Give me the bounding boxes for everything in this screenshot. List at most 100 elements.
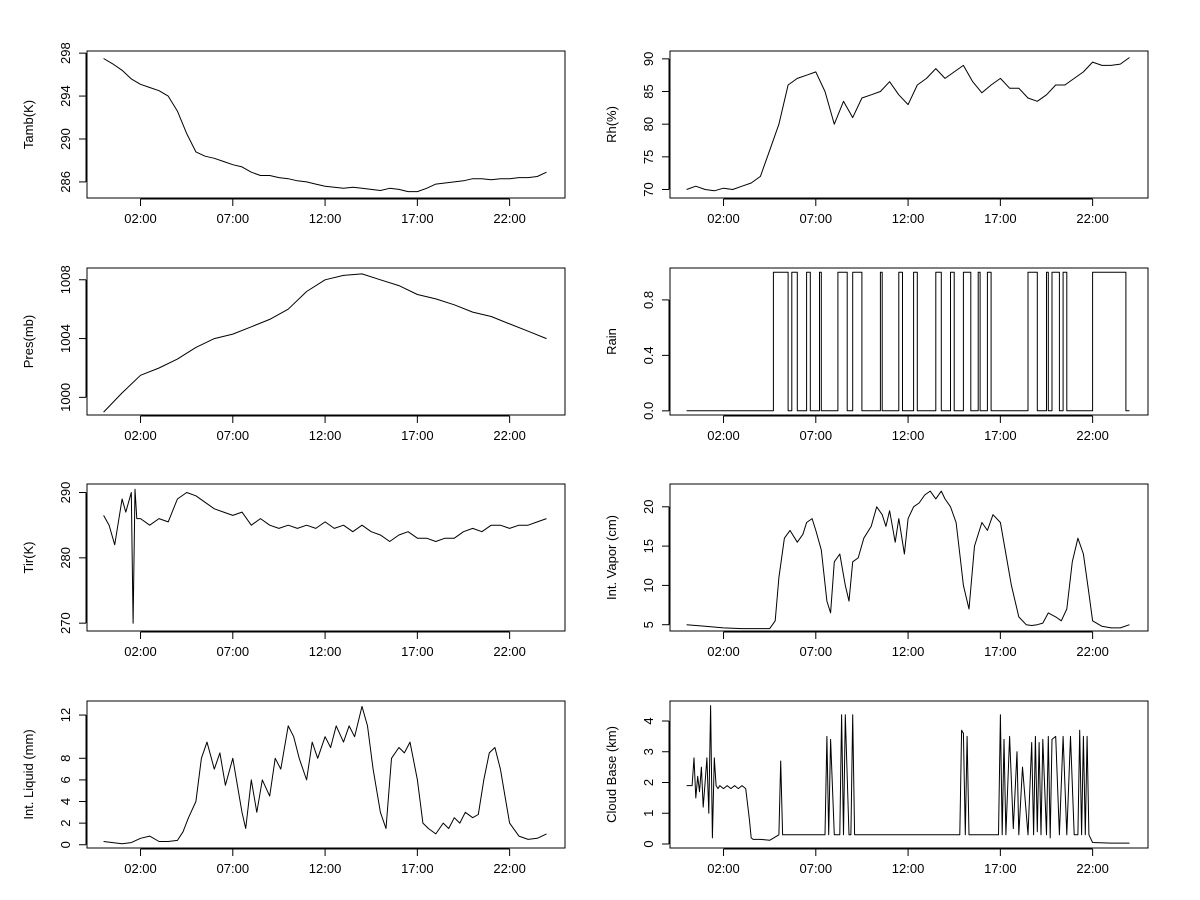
x-tick-label: 12:00 xyxy=(892,211,925,226)
panel-tir-k: 02:00 07:00 12:00 17:00 22:00 270 280 290 Tir(K) xyxy=(21,482,566,659)
y-tick-label: 12 xyxy=(58,708,73,722)
y-axis-label: Int. Vapor (cm) xyxy=(604,515,619,600)
x-tick-label: 22:00 xyxy=(493,861,526,876)
y-tick-label: 0.0 xyxy=(641,402,656,420)
series-line-pres-mb xyxy=(103,273,547,413)
x-tick-label: 17:00 xyxy=(984,428,1017,443)
y-tick-label: 1000 xyxy=(58,383,73,412)
y-tick-label: 0.4 xyxy=(641,346,656,364)
y-tick-label: 280 xyxy=(58,547,73,569)
y-axis-label: Rain xyxy=(604,328,619,355)
x-tick-label: 02:00 xyxy=(707,644,740,659)
x-tick-label: 07:00 xyxy=(217,644,250,659)
plot-frame xyxy=(86,700,566,849)
x-tick-label: 17:00 xyxy=(984,861,1017,876)
y-tick-label: 4 xyxy=(641,717,656,724)
plot-frame xyxy=(669,700,1149,849)
x-tick-label: 22:00 xyxy=(493,644,526,659)
y-tick-label: 298 xyxy=(58,42,73,64)
x-tick-label: 07:00 xyxy=(217,861,250,876)
y-tick-label: 6 xyxy=(58,776,73,783)
y-tick-label: 1 xyxy=(641,810,656,817)
x-tick-label: 17:00 xyxy=(984,644,1017,659)
y-tick-label: 20 xyxy=(641,500,656,514)
x-tick-label: 02:00 xyxy=(124,644,157,659)
x-tick-label: 12:00 xyxy=(892,644,925,659)
panel-int-vapor-cm: 02:00 07:00 12:00 17:00 22:00 5 10 15 20 Int. Vap… xyxy=(604,483,1149,659)
x-tick-label: 07:00 xyxy=(217,211,250,226)
series-line-int-vapor-cm xyxy=(686,490,1130,630)
y-tick-label: 90 xyxy=(641,52,656,66)
x-tick-label: 02:00 xyxy=(124,428,157,443)
x-tick-label: 02:00 xyxy=(124,211,157,226)
x-tick-label: 17:00 xyxy=(401,428,434,443)
x-tick-label: 22:00 xyxy=(1076,644,1109,659)
x-tick-label: 07:00 xyxy=(800,644,833,659)
y-tick-label: 290 xyxy=(58,128,73,150)
y-axis-label: Tir(K) xyxy=(21,541,36,573)
x-tick-label: 12:00 xyxy=(309,644,342,659)
x-tick-label: 17:00 xyxy=(401,211,434,226)
x-tick-label: 12:00 xyxy=(309,428,342,443)
y-tick-label: 1008 xyxy=(58,265,73,294)
y-axis-label: Rh(%) xyxy=(604,106,619,143)
y-tick-label: 0.8 xyxy=(641,291,656,309)
plot-frame xyxy=(86,50,566,199)
x-tick-label: 07:00 xyxy=(800,211,833,226)
series-line-tamb-k xyxy=(103,58,547,193)
x-tick-label: 22:00 xyxy=(1076,861,1109,876)
y-tick-label: 75 xyxy=(641,150,656,164)
x-tick-label: 12:00 xyxy=(892,428,925,443)
y-tick-label: 270 xyxy=(58,612,73,634)
y-tick-label: 3 xyxy=(641,748,656,755)
x-tick-label: 17:00 xyxy=(401,861,434,876)
x-tick-label: 22:00 xyxy=(493,428,526,443)
x-tick-label: 22:00 xyxy=(1076,428,1109,443)
series-line-int-liquid-mm xyxy=(103,705,547,845)
plot-frame xyxy=(86,267,566,416)
x-tick-label: 07:00 xyxy=(800,861,833,876)
panel-pres-mb: 02:00 07:00 12:00 17:00 22:00 1000 1004 1008 Pre… xyxy=(21,265,566,443)
y-tick-label: 4 xyxy=(58,798,73,805)
panel-int-liquid-mm: 02:00 07:00 12:00 17:00 22:00 0 2 4 6 8 12 Int. Liq… xyxy=(21,700,566,876)
y-tick-label: 0 xyxy=(641,840,656,847)
y-tick-label: 10 xyxy=(641,578,656,592)
y-tick-label: 15 xyxy=(641,539,656,553)
x-tick-label: 07:00 xyxy=(800,428,833,443)
x-tick-label: 12:00 xyxy=(309,861,342,876)
y-tick-label: 80 xyxy=(641,117,656,131)
y-axis-label: Tamb(K) xyxy=(21,100,36,149)
y-tick-label: 8 xyxy=(58,755,73,762)
plot-frame xyxy=(669,483,1149,632)
x-tick-label: 12:00 xyxy=(309,211,342,226)
x-tick-label: 22:00 xyxy=(1076,211,1109,226)
panel-cloud-base-km: 02:00 07:00 12:00 17:00 22:00 0 1 2 3 4 Cloud Base… xyxy=(604,700,1149,876)
x-tick-label: 02:00 xyxy=(124,861,157,876)
y-tick-label: 290 xyxy=(58,482,73,504)
y-tick-label: 0 xyxy=(58,841,73,848)
x-tick-label: 12:00 xyxy=(892,861,925,876)
panel-rain: 02:00 07:00 12:00 17:00 22:00 0.0 0.4 0.8 Rain xyxy=(604,267,1149,443)
x-tick-label: 22:00 xyxy=(493,211,526,226)
series-line-rh xyxy=(686,57,1130,192)
x-tick-label: 17:00 xyxy=(401,644,434,659)
x-tick-label: 02:00 xyxy=(707,861,740,876)
x-tick-label: 02:00 xyxy=(707,428,740,443)
y-tick-label: 5 xyxy=(641,621,656,628)
y-tick-label: 70 xyxy=(641,182,656,196)
y-axis-label: Pres(mb) xyxy=(21,315,36,368)
plot-frame xyxy=(86,483,566,632)
x-tick-label: 07:00 xyxy=(217,428,250,443)
y-tick-label: 294 xyxy=(58,85,73,107)
panel-tamb-k: 02:00 07:00 12:00 17:00 22:00 286 290 294 298 Tam… xyxy=(21,42,566,226)
series-line-tir-k xyxy=(103,488,547,624)
x-tick-label: 02:00 xyxy=(707,211,740,226)
plot-frame xyxy=(669,50,1149,199)
y-axis-label: Cloud Base (km) xyxy=(604,726,619,823)
panel-rh: 02:00 07:00 12:00 17:00 22:00 70 75 80 85 90 Rh(%) xyxy=(604,50,1149,226)
y-tick-label: 85 xyxy=(641,84,656,98)
y-tick-label: 2 xyxy=(58,820,73,827)
y-tick-label: 2 xyxy=(641,779,656,786)
y-tick-label: 286 xyxy=(58,171,73,193)
